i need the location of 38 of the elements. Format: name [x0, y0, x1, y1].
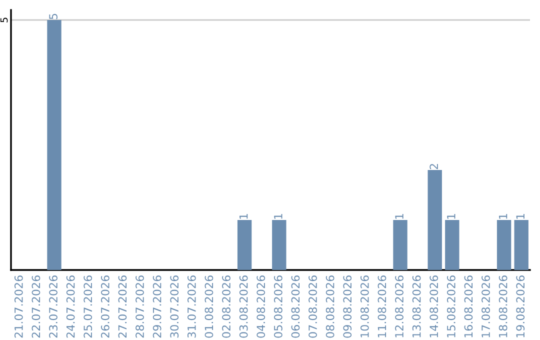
data-label: 2	[430, 164, 438, 170]
data-label: 5	[49, 14, 58, 20]
x-tick-label: 15.08.2026	[446, 276, 456, 338]
x-tick-label: 21.07.2026	[14, 276, 23, 338]
x-tick-label: 16.08.2026	[464, 276, 473, 338]
x-tick-label: 26.07.2026	[100, 276, 110, 338]
x-tick-label: 06.08.2026	[291, 276, 300, 338]
x-tick-label: 08.08.2026	[326, 276, 334, 338]
data-label: 1	[395, 214, 404, 219]
x-tick-label: 09.08.2026	[343, 276, 352, 338]
x-tick-label: 14.08.2026	[430, 276, 438, 338]
x-tick-label: 25.07.2026	[84, 276, 92, 338]
data-label: 1	[447, 214, 456, 219]
x-tick-label: 13.08.2026	[412, 276, 421, 338]
x-tick-label: 05.08.2026	[274, 276, 282, 338]
x-tick-label: 04.08.2026	[256, 276, 266, 338]
x-tick-label: 31.07.2026	[187, 276, 196, 338]
data-label: 1	[499, 214, 508, 219]
x-tick-label: 03.08.2026	[239, 276, 248, 338]
x-tick-label: 29.07.2026	[152, 276, 162, 338]
x-tick-label: 19.08.2026	[516, 276, 525, 338]
data-label: 1	[240, 214, 248, 219]
x-tick-label: 28.07.2026	[136, 276, 144, 338]
x-tick-label: 27.07.2026	[118, 276, 127, 338]
x-tick-label: 18.08.2026	[498, 276, 508, 338]
x-tick-label: 22.07.2026	[32, 276, 40, 338]
x-tick-label: 07.08.2026	[308, 276, 317, 338]
x-tick-label: 10.08.2026	[360, 276, 369, 338]
x-tick-label: 24.07.2026	[66, 276, 75, 338]
x-tick-label: 17.08.2026	[482, 276, 490, 338]
x-tick-label: 11.08.2026	[378, 276, 386, 338]
x-tick-label: 23.07.2026	[49, 276, 58, 338]
x-tick-label: 01.08.2026	[204, 276, 214, 338]
data-label: 1	[516, 214, 524, 219]
x-tick-label: 30.07.2026	[170, 276, 179, 338]
x-tick-label: 12.08.2026	[395, 276, 404, 338]
data-label: 1	[274, 214, 282, 219]
x-tick-label: 02.08.2026	[222, 276, 230, 338]
